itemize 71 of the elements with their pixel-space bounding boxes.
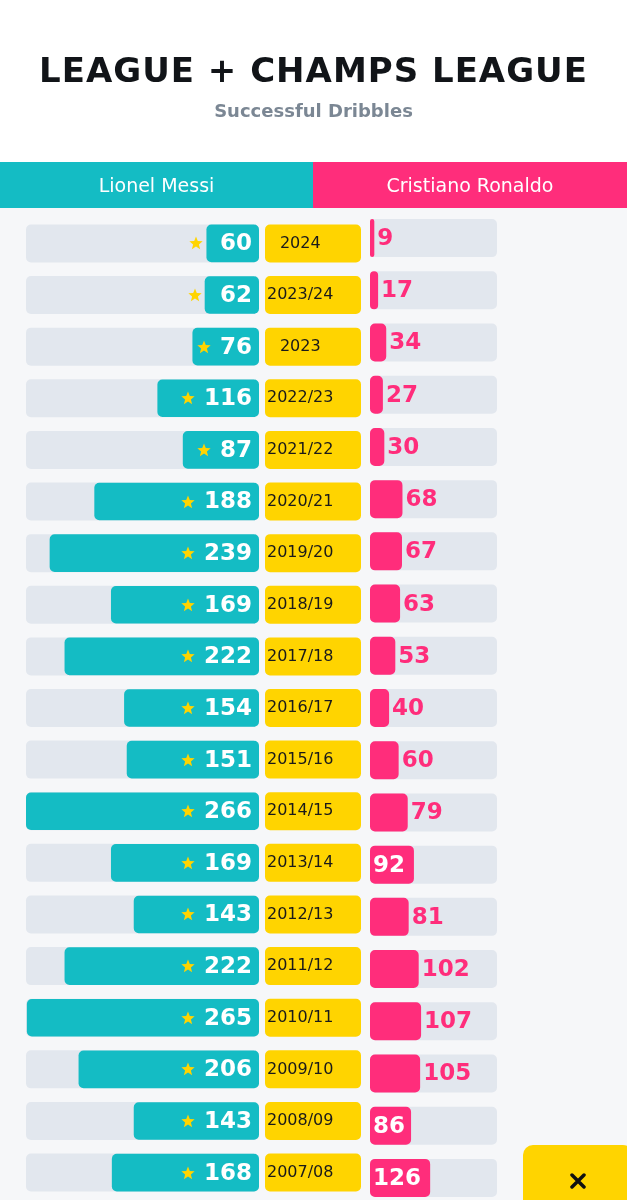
data-label: 126 xyxy=(373,1163,422,1190)
series-label: Cristiano Ronaldo xyxy=(313,162,627,208)
bar xyxy=(370,375,383,414)
data-label: 239 xyxy=(203,539,252,566)
data-label: 81 xyxy=(411,902,444,929)
data-label: 92 xyxy=(373,850,406,877)
data-label: 27 xyxy=(385,380,418,407)
data-label: 143 xyxy=(203,900,252,927)
bar xyxy=(370,636,396,675)
data-label: 102 xyxy=(421,955,470,982)
data-label: 151 xyxy=(203,745,252,772)
data-label: 76 xyxy=(219,332,252,359)
data-label: 169 xyxy=(203,848,252,875)
data-label: 87 xyxy=(219,435,252,462)
data-label: 107 xyxy=(424,1007,473,1034)
series-label: Lionel Messi xyxy=(0,162,313,208)
data-label: 266 xyxy=(203,797,252,824)
y-tick-label: 2023 xyxy=(279,335,321,355)
data-label: 206 xyxy=(203,1055,252,1082)
y-tick-label: 2011/12 xyxy=(267,955,334,975)
y-tick-label: 2015/16 xyxy=(267,748,334,768)
text: Successful Dribbles xyxy=(213,100,414,121)
bar xyxy=(370,219,375,258)
data-label: 60 xyxy=(401,746,434,773)
y-tick-label: 2017/18 xyxy=(267,645,334,665)
data-label: 67 xyxy=(404,537,437,564)
data-label: 17 xyxy=(381,276,414,303)
bar xyxy=(370,741,399,780)
data-label: 116 xyxy=(203,384,252,411)
bar xyxy=(370,271,379,310)
chart-title: LEAGUE + CHAMPS LEAGUE xyxy=(38,50,589,90)
y-tick-label: 2016/17 xyxy=(267,697,334,717)
y-tick-label: 2023/24 xyxy=(267,284,334,304)
y-tick-label: 2024 xyxy=(279,232,321,252)
data-label: 143 xyxy=(203,1106,252,1133)
y-tick-label: 2010/11 xyxy=(267,1006,334,1026)
data-label: 30 xyxy=(387,432,420,459)
y-tick-label: 2009/10 xyxy=(267,1058,334,1078)
data-label: 68 xyxy=(405,485,438,512)
data-label: 222 xyxy=(203,642,252,669)
data-label: 62 xyxy=(219,281,252,307)
y-tick-label: 2012/13 xyxy=(267,903,334,923)
data-label: 60 xyxy=(219,229,252,256)
y-tick-label: 2019/20 xyxy=(267,542,334,562)
y-tick-label: 2018/19 xyxy=(267,593,334,613)
data-label: 265 xyxy=(203,1003,252,1030)
bar xyxy=(370,323,387,362)
data-label: 168 xyxy=(203,1158,252,1185)
y-tick-label: 2013/14 xyxy=(267,852,334,872)
data-label: 40 xyxy=(392,693,425,720)
data-label: 154 xyxy=(203,693,252,720)
data-label: 79 xyxy=(410,798,443,825)
y-tick-label: 2021/22 xyxy=(267,439,334,459)
bar xyxy=(370,689,390,727)
y-tick-label: 2014/15 xyxy=(267,800,334,820)
data-label: 169 xyxy=(203,590,252,617)
data-label: 34 xyxy=(389,328,422,355)
y-tick-label: 2008/09 xyxy=(267,1110,334,1130)
data-label: 53 xyxy=(398,641,431,668)
bar xyxy=(370,584,401,623)
data-label: 86 xyxy=(373,1111,406,1138)
data-label: 105 xyxy=(423,1059,472,1086)
y-tick-label: 2022/23 xyxy=(267,387,334,407)
data-label: 63 xyxy=(403,589,436,616)
bar xyxy=(370,532,402,571)
bar xyxy=(370,427,385,466)
data-label: 222 xyxy=(203,952,252,979)
data-label: 188 xyxy=(203,487,252,514)
data-label: 9 xyxy=(377,224,394,251)
y-tick-label: 2007/08 xyxy=(267,1161,334,1181)
y-tick-label: 2020/21 xyxy=(267,490,334,510)
